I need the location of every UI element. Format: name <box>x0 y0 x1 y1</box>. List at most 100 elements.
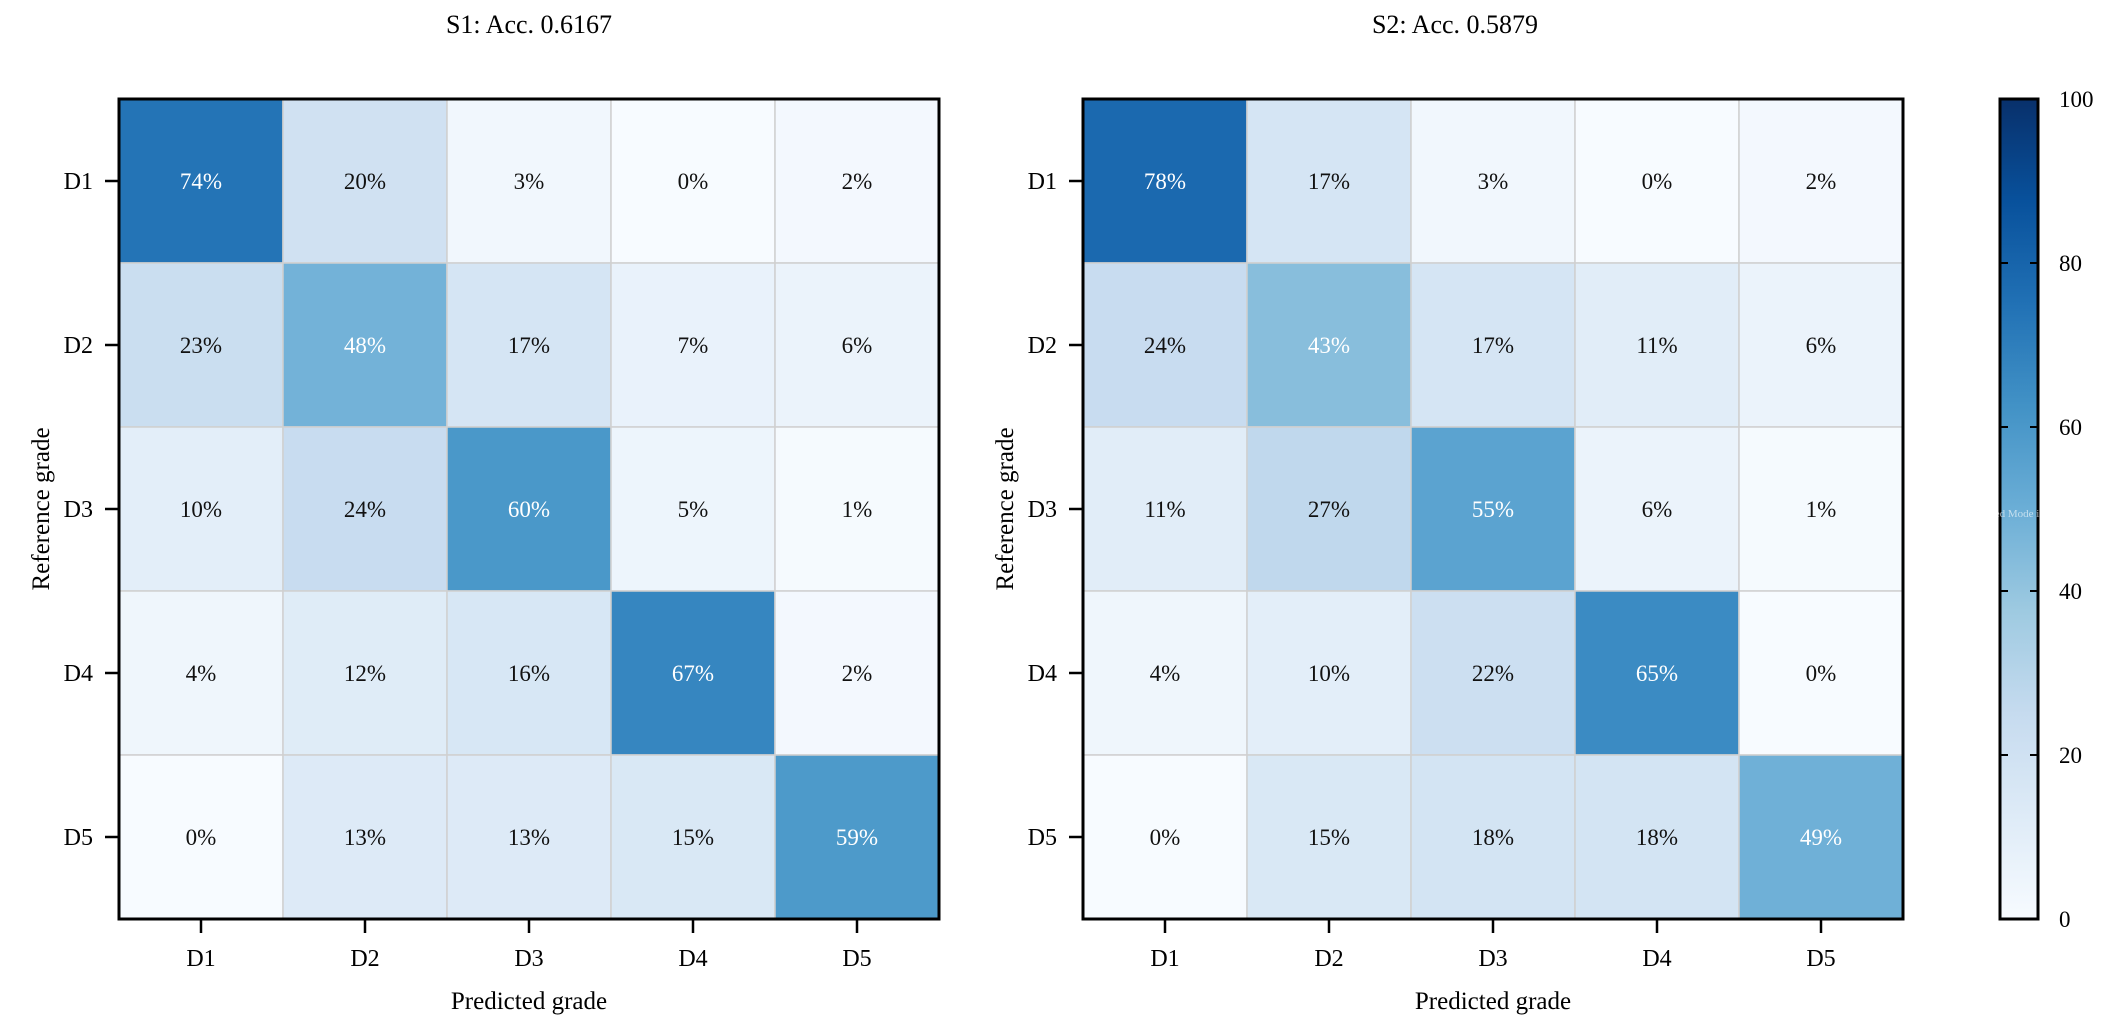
heatmap-cell <box>1410 262 1576 428</box>
confusion-matrix-s1: S1: Acc. 0.6167 74% 20% 3% 0% 2% 23% 48% 17% 7% 6… <box>28 10 941 1015</box>
y-tick-label: D5 <box>1028 825 1057 851</box>
y-tick-label: D5 <box>64 825 93 851</box>
x-tick-label: D4 <box>678 946 707 972</box>
heatmap-cell <box>1082 590 1248 756</box>
x-tick-label: D1 <box>1150 946 1179 972</box>
colorbar-tick-label: 0 <box>2059 907 2071 932</box>
heatmap-cell <box>1574 98 1740 264</box>
heatmap-cell <box>1082 426 1248 592</box>
heatmap-cells: 78% 17% 3% 0% 2% 24% 43% 17% 11% 6% 11% 27% 55% 6% 1% 4… <box>1082 98 1904 920</box>
cell-value-label: 1% <box>842 497 873 522</box>
heatmap-cell <box>282 590 448 756</box>
confusion-matrix-s2: S2: Acc. 0.5879 78% 17% 3% 0% 2% 24% 43% 17% 11%… <box>992 10 1905 1015</box>
colorbar-tick-label: 60 <box>2059 415 2082 440</box>
x-tick-label: D5 <box>1806 946 1835 972</box>
cell-value-label: 3% <box>514 169 545 194</box>
cell-value-label: 1% <box>1806 497 1837 522</box>
cell-value-label: 2% <box>842 169 873 194</box>
axis-ticks: D1 D2 D3 D4 D5 D1 D2 D3 D4 D5 <box>64 169 872 972</box>
heatmap-cell <box>446 754 612 920</box>
cell-value-label: 4% <box>1150 661 1181 686</box>
cell-value-label: 43% <box>1308 333 1350 358</box>
heatmap-cell <box>1246 590 1412 756</box>
cell-value-label: 7% <box>678 333 709 358</box>
x-axis-label: Predicted grade <box>1415 988 1571 1015</box>
heatmap-cell <box>1738 262 1904 428</box>
heatmap-cell <box>1082 98 1248 264</box>
colorbar-tick-label: 20 <box>2059 743 2082 768</box>
heatmap-cell <box>446 262 612 428</box>
cell-value-label: 48% <box>344 333 386 358</box>
cell-value-label: 0% <box>1806 661 1837 686</box>
cell-value-label: 6% <box>1642 497 1673 522</box>
y-tick-label: D3 <box>1028 497 1057 523</box>
x-tick-label: D3 <box>1478 946 1507 972</box>
y-tick-label: D1 <box>1028 169 1057 195</box>
y-tick-label: D3 <box>64 497 93 523</box>
axis-ticks: D1 D2 D3 D4 D5 D1 D2 D3 D4 D5 <box>1028 169 1836 972</box>
heatmap-cell <box>774 262 940 428</box>
cell-value-label: 10% <box>180 497 222 522</box>
chart-title: S1: Acc. 0.6167 <box>446 10 612 39</box>
heatmap-cell <box>1410 754 1576 920</box>
cell-value-label: 4% <box>186 661 217 686</box>
cell-value-label: 2% <box>842 661 873 686</box>
cell-value-label: 23% <box>180 333 222 358</box>
cell-value-label: 78% <box>1144 169 1186 194</box>
heatmap-cell <box>1574 426 1740 592</box>
cell-value-label: 12% <box>344 661 386 686</box>
heatmap-cell <box>282 426 448 592</box>
x-tick-label: D3 <box>514 946 543 972</box>
cell-value-label: 17% <box>1472 333 1514 358</box>
x-tick-label: D2 <box>1314 946 1343 972</box>
cell-value-label: 20% <box>344 169 386 194</box>
heatmap-cell <box>1246 754 1412 920</box>
cell-value-label: 60% <box>508 497 550 522</box>
cell-value-label: 24% <box>344 497 386 522</box>
heatmap-cell <box>1410 590 1576 756</box>
heatmap-cell <box>1410 98 1576 264</box>
heatmap-cells: 74% 20% 3% 0% 2% 23% 48% 17% 7% 6% 10% 24% 60% 5% 1% 4%… <box>118 98 940 920</box>
colorbar-watermark: Speed Mode is On <box>1978 508 2060 520</box>
heatmap-cell <box>774 426 940 592</box>
heatmap-cell <box>1738 754 1904 920</box>
heatmap-cell <box>774 590 940 756</box>
colorbar-tick-label: 80 <box>2059 251 2082 276</box>
cell-value-label: 18% <box>1472 825 1514 850</box>
heatmap-cell <box>118 754 284 920</box>
cell-value-label: 59% <box>836 825 878 850</box>
heatmap-cell <box>446 590 612 756</box>
cell-value-label: 18% <box>1636 825 1678 850</box>
heatmap-cell <box>1738 426 1904 592</box>
heatmap-cell <box>1082 754 1248 920</box>
heatmap-cell <box>118 98 284 264</box>
heatmap-cell <box>282 98 448 264</box>
cell-value-label: 65% <box>1636 661 1678 686</box>
cell-value-label: 3% <box>1478 169 1509 194</box>
cell-value-label: 13% <box>508 825 550 850</box>
cell-value-label: 49% <box>1800 825 1842 850</box>
heatmap-cell <box>1738 590 1904 756</box>
cell-value-label: 15% <box>672 825 714 850</box>
colorbar-tick-label: 100 <box>2059 87 2094 112</box>
heatmap-cell <box>610 426 776 592</box>
y-axis-label: Reference grade <box>28 427 55 590</box>
x-tick-label: D5 <box>842 946 871 972</box>
colorbar-gradient <box>1998 97 2040 921</box>
y-tick-label: D2 <box>1028 333 1057 359</box>
cell-value-label: 11% <box>1144 497 1185 522</box>
cell-value-label: 16% <box>508 661 550 686</box>
y-tick-label: D4 <box>1028 661 1057 687</box>
cell-value-label: 17% <box>508 333 550 358</box>
heatmap-cell <box>446 426 612 592</box>
cell-value-label: 15% <box>1308 825 1350 850</box>
cell-value-label: 74% <box>180 169 222 194</box>
y-axis-label: Reference grade <box>992 427 1019 590</box>
heatmap-cell <box>774 98 940 264</box>
cell-value-label: 0% <box>1642 169 1673 194</box>
colorbar-ticks: 0 20 40 60 80 100 <box>2000 87 2094 932</box>
cell-value-label: 24% <box>1144 333 1186 358</box>
heatmap-cell <box>1246 426 1412 592</box>
cell-value-label: 17% <box>1308 169 1350 194</box>
